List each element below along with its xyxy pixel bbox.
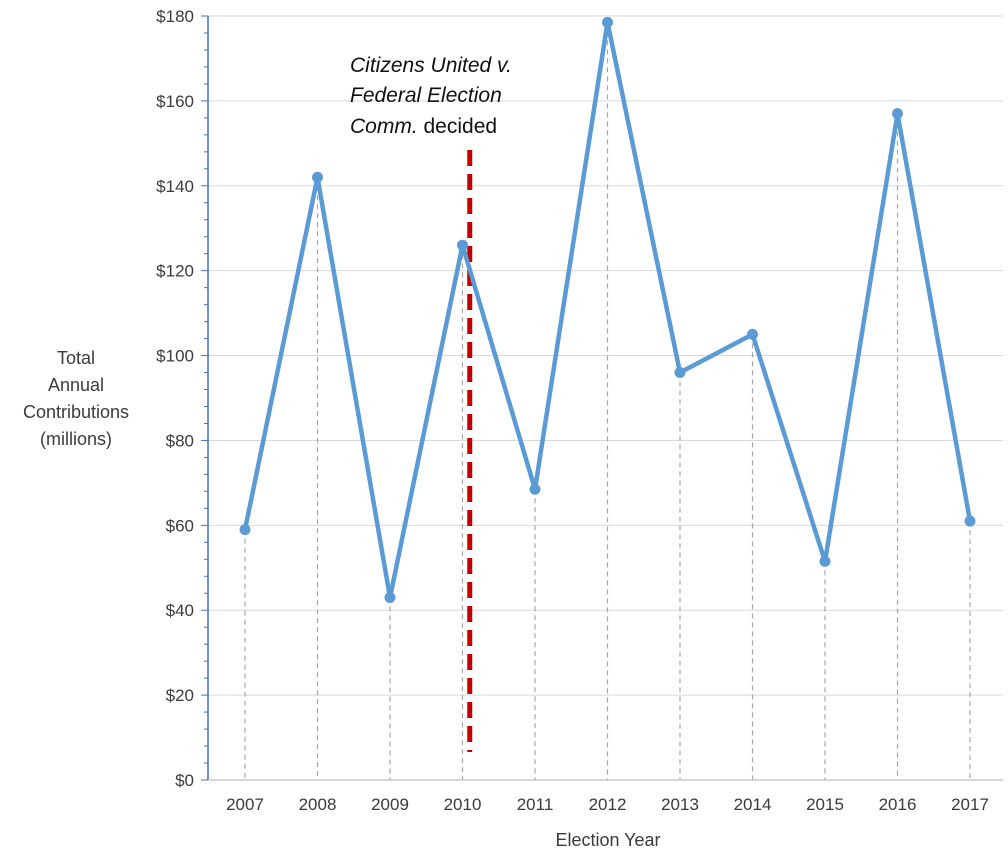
x-tick-label: 2014 xyxy=(734,795,772,814)
annotation-line-3-italic: Comm. xyxy=(350,115,418,138)
data-point xyxy=(964,515,976,527)
annotation-line-1: Citizens United v. xyxy=(350,54,512,77)
y-tick-label: $0 xyxy=(175,771,194,790)
y-axis-title: Total Annual Contributions (millions) xyxy=(23,348,129,449)
x-tick-label: 2017 xyxy=(951,795,989,814)
x-axis-title: Election Year xyxy=(555,830,660,850)
y-tick-label: $20 xyxy=(166,686,194,705)
x-tick-label: 2011 xyxy=(517,795,554,814)
x-tick-label: 2012 xyxy=(589,795,627,814)
data-point xyxy=(312,171,323,183)
data-point xyxy=(239,524,251,536)
annotation-line-3: Comm. decided xyxy=(350,115,497,138)
data-point xyxy=(602,16,613,28)
y-axis-title-line: Total xyxy=(57,348,95,368)
x-tick-label: 2013 xyxy=(661,795,699,814)
series xyxy=(239,16,976,603)
data-point xyxy=(892,108,903,120)
x-tick-labels: 2007 2008 2009 2010 2011 2012 2013 2014 2015 2016… xyxy=(226,795,989,814)
y-tick-label: $120 xyxy=(156,262,194,281)
x-tick-label: 2016 xyxy=(879,795,917,814)
annotation: Citizens United v. Federal Election Comm… xyxy=(350,54,512,138)
data-point xyxy=(384,591,396,603)
annotation-line-3-rest: decided xyxy=(418,115,497,138)
y-axis-title-line: (millions) xyxy=(40,429,112,449)
axes xyxy=(201,15,1003,781)
y-tick-label: $80 xyxy=(166,431,194,450)
y-tick-label: $60 xyxy=(166,516,194,535)
y-tick-label: $100 xyxy=(156,347,194,366)
annotation-line-2: Federal Election xyxy=(350,84,502,107)
data-point xyxy=(529,483,541,495)
y-tick-label: $40 xyxy=(166,601,194,620)
data-point xyxy=(457,239,468,251)
drop-lines xyxy=(244,22,971,780)
gridlines xyxy=(208,15,1003,696)
x-tick-label: 2015 xyxy=(806,795,844,814)
x-tick-label: 2010 xyxy=(444,795,482,814)
x-tick-label: 2007 xyxy=(226,795,264,814)
y-tick-label: $140 xyxy=(156,177,194,196)
x-tick-label: 2009 xyxy=(371,795,409,814)
y-tick-label: $180 xyxy=(156,7,194,26)
y-axis-title-line: Annual xyxy=(48,375,104,395)
data-point xyxy=(747,328,758,340)
data-point xyxy=(674,367,686,379)
y-axis-title-line: Contributions xyxy=(23,402,129,422)
y-tick-label: $160 xyxy=(156,92,194,111)
y-tick-labels: $0 $20 $40 $60 $80 $100 $120 $140 $160 $180 xyxy=(156,7,194,790)
data-point xyxy=(819,555,831,567)
x-tick-label: 2008 xyxy=(299,795,337,814)
